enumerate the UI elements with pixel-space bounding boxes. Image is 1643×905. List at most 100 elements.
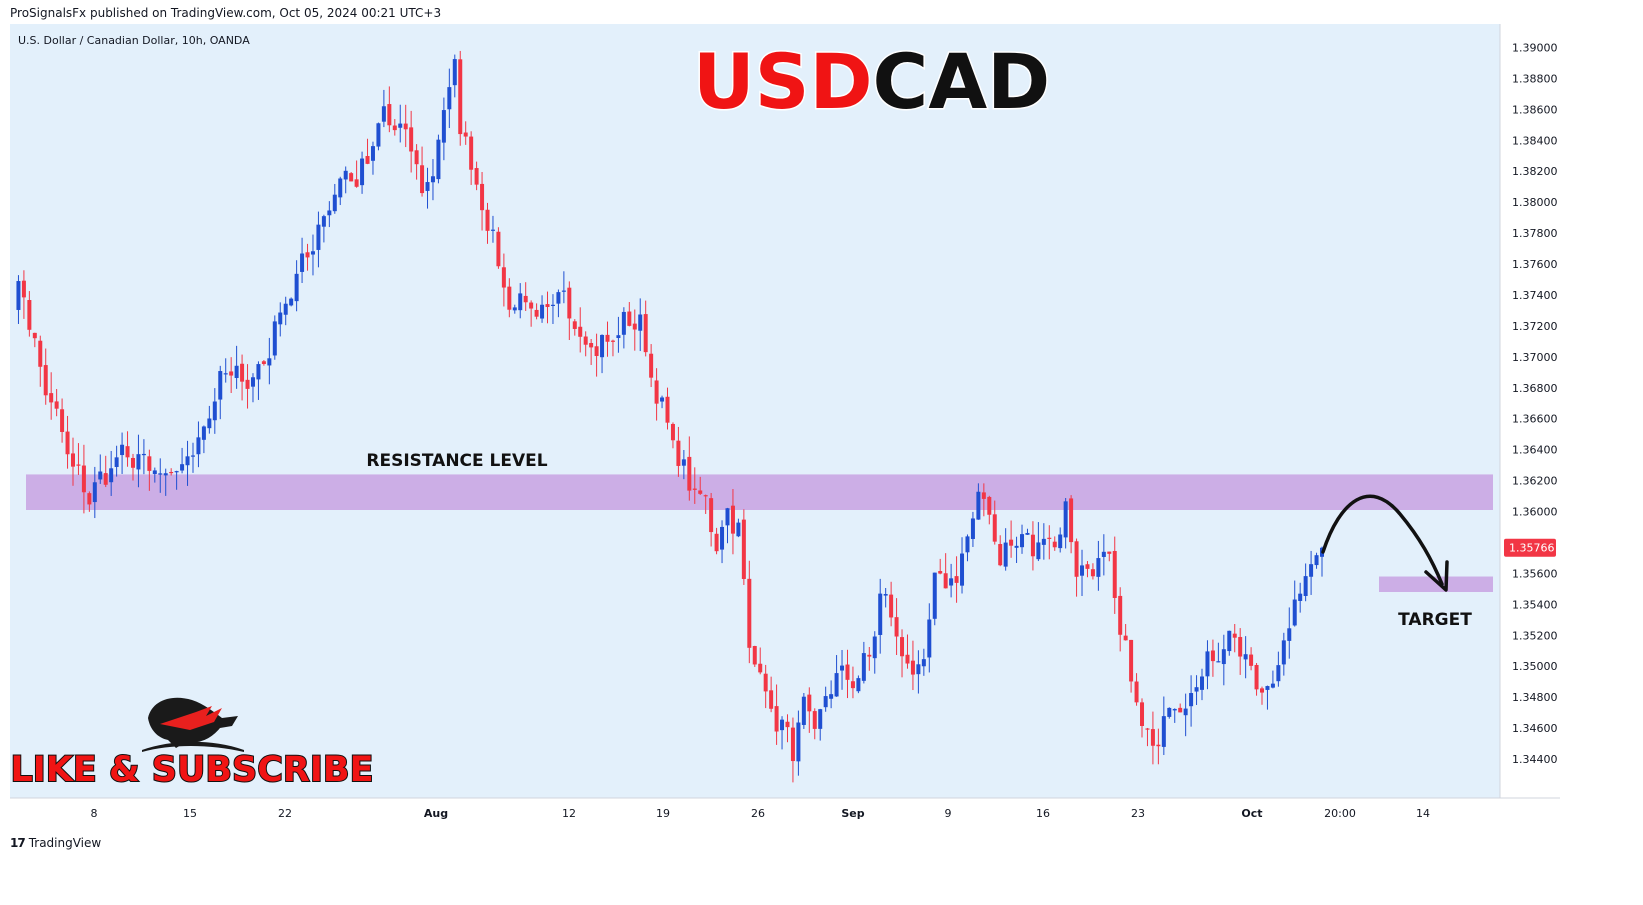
candle[interactable] — [1123, 624, 1128, 641]
candle[interactable] — [818, 708, 823, 741]
candle[interactable] — [632, 309, 637, 351]
candle[interactable] — [921, 648, 926, 676]
candle[interactable] — [147, 449, 152, 491]
candle[interactable] — [452, 54, 457, 98]
candle[interactable] — [616, 316, 621, 353]
candle[interactable] — [1292, 580, 1297, 627]
candle[interactable] — [283, 296, 288, 326]
candle[interactable] — [763, 664, 768, 709]
candle[interactable] — [730, 489, 735, 555]
candle[interactable] — [360, 151, 365, 194]
candle[interactable] — [1101, 534, 1106, 576]
target-zone[interactable] — [1379, 576, 1493, 592]
candle[interactable] — [1249, 647, 1254, 671]
candle[interactable] — [60, 398, 65, 443]
candle[interactable] — [796, 710, 801, 776]
candle[interactable] — [272, 315, 277, 360]
instrument-legend[interactable]: U.S. Dollar / Canadian Dollar, 10h, OAND… — [18, 34, 250, 47]
candle[interactable] — [1210, 639, 1215, 677]
candle[interactable] — [594, 333, 599, 377]
candle[interactable] — [572, 319, 577, 336]
candle[interactable] — [136, 434, 141, 488]
candle[interactable] — [540, 295, 545, 323]
candle[interactable] — [883, 587, 888, 608]
candle[interactable] — [376, 122, 381, 151]
candle[interactable] — [54, 389, 59, 417]
candle[interactable] — [469, 131, 474, 185]
candle[interactable] — [829, 680, 834, 709]
candle[interactable] — [1150, 711, 1155, 765]
like-subscribe-text[interactable]: LIKE & SUBSCRIBE — [9, 749, 374, 791]
candle[interactable] — [49, 372, 54, 420]
candle[interactable] — [485, 202, 490, 244]
candle[interactable] — [490, 215, 495, 243]
candle[interactable] — [774, 684, 779, 745]
candle[interactable] — [87, 491, 92, 512]
candle[interactable] — [665, 387, 670, 430]
candle[interactable] — [780, 716, 785, 750]
candle[interactable] — [1009, 520, 1014, 558]
candle[interactable] — [1156, 728, 1161, 765]
candle[interactable] — [807, 687, 812, 733]
candle[interactable] — [430, 159, 435, 201]
candle[interactable] — [687, 436, 692, 501]
candle[interactable] — [458, 50, 463, 146]
candle[interactable] — [1052, 536, 1057, 551]
candle[interactable] — [512, 304, 517, 314]
candle[interactable] — [660, 395, 665, 409]
last-price-tag[interactable] — [1504, 538, 1556, 557]
candle[interactable] — [905, 634, 910, 669]
candle[interactable] — [38, 335, 43, 387]
candle[interactable] — [398, 104, 403, 143]
candle[interactable] — [327, 201, 332, 228]
candle[interactable] — [567, 281, 572, 340]
candle[interactable] — [823, 686, 828, 712]
candle[interactable] — [1161, 696, 1166, 756]
candle[interactable] — [949, 563, 954, 598]
candle[interactable] — [910, 640, 915, 691]
resistance-zone[interactable] — [26, 474, 1493, 511]
candle[interactable] — [529, 300, 534, 327]
candle[interactable] — [583, 331, 588, 357]
candle[interactable] — [250, 373, 255, 403]
candle[interactable] — [889, 581, 894, 627]
candle[interactable] — [987, 495, 992, 525]
candle[interactable] — [578, 307, 583, 353]
candle[interactable] — [1314, 552, 1319, 569]
candle[interactable] — [174, 470, 179, 490]
candle[interactable] — [1090, 563, 1095, 580]
candle[interactable] — [834, 655, 839, 697]
candle[interactable] — [480, 171, 485, 231]
candle[interactable] — [720, 520, 725, 564]
candle[interactable] — [403, 104, 408, 148]
candle[interactable] — [1276, 651, 1281, 687]
candle[interactable] — [589, 338, 594, 365]
candle[interactable] — [894, 598, 899, 655]
candle[interactable] — [785, 714, 790, 743]
candle[interactable] — [349, 171, 354, 182]
candle[interactable] — [310, 234, 315, 276]
forecast-arrow[interactable] — [1321, 494, 1444, 586]
candle[interactable] — [441, 97, 446, 161]
candle[interactable] — [120, 432, 125, 474]
candle[interactable] — [190, 442, 195, 473]
candle[interactable] — [518, 283, 523, 319]
candle[interactable] — [1069, 495, 1074, 554]
candle[interactable] — [878, 578, 883, 654]
candle[interactable] — [114, 445, 119, 477]
candle[interactable] — [207, 405, 212, 434]
candle[interactable] — [1112, 536, 1117, 614]
candle[interactable] — [1140, 698, 1145, 738]
candle[interactable] — [267, 337, 272, 385]
candle[interactable] — [76, 443, 81, 475]
candle[interactable] — [1172, 708, 1177, 723]
candle[interactable] — [741, 509, 746, 585]
candle[interactable] — [692, 467, 697, 504]
candle[interactable] — [643, 300, 648, 357]
candle[interactable] — [965, 534, 970, 562]
candle[interactable] — [1189, 675, 1194, 727]
candle[interactable] — [240, 354, 245, 401]
candle[interactable] — [927, 603, 932, 673]
candle[interactable] — [1178, 703, 1183, 713]
